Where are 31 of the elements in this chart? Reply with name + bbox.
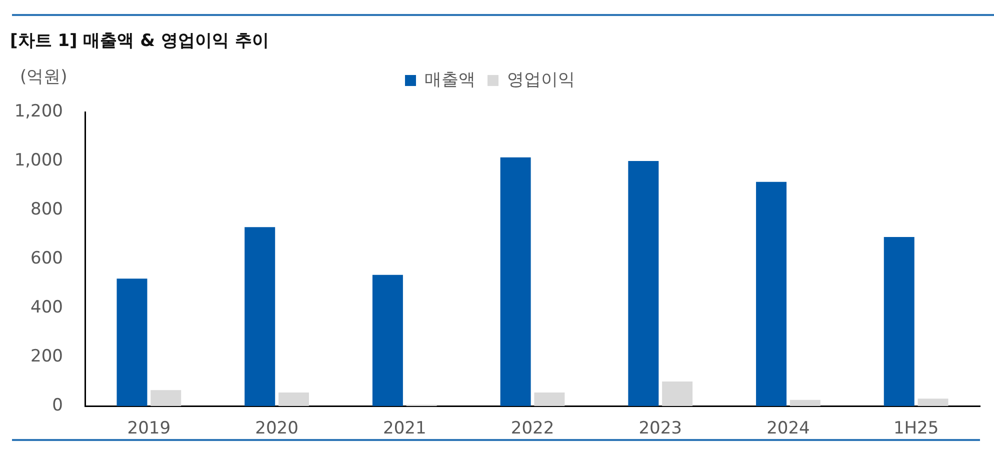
bar — [150, 390, 182, 406]
x-tick-label: 2024 — [766, 418, 810, 439]
y-tick-label: 1,000 — [14, 150, 63, 170]
y-tick-label: 400 — [30, 297, 63, 318]
x-tick-label: 2021 — [383, 418, 426, 439]
bar — [628, 161, 659, 406]
bar — [534, 392, 565, 406]
y-tick-label: 0 — [52, 395, 63, 416]
bar — [278, 392, 309, 406]
x-tick-label: 2023 — [638, 418, 682, 439]
legend-label: 매출액 — [424, 70, 476, 90]
x-tick-label: 1H25 — [893, 418, 939, 439]
y-tick-label: 1,200 — [14, 101, 63, 122]
x-tick-label: 2022 — [510, 418, 554, 439]
legend-label: 영업이익 — [507, 70, 575, 90]
bar — [116, 278, 148, 406]
bar — [884, 236, 914, 406]
bar — [918, 398, 948, 406]
x-tick-label: 2020 — [255, 418, 298, 439]
chart-title: [차트 1] 매출액 & 영업이익 추이 — [10, 30, 269, 52]
bar — [790, 400, 820, 406]
y-tick-label: 600 — [30, 248, 63, 268]
bar — [500, 157, 531, 406]
bar — [662, 382, 693, 406]
x-tick-label: 2019 — [127, 418, 171, 439]
bar — [244, 227, 276, 406]
bar — [372, 274, 403, 406]
y-tick-label: 200 — [30, 346, 63, 366]
y-axis-title: (억원) — [20, 66, 68, 88]
y-tick-label: 800 — [30, 199, 63, 220]
bar — [756, 182, 787, 406]
